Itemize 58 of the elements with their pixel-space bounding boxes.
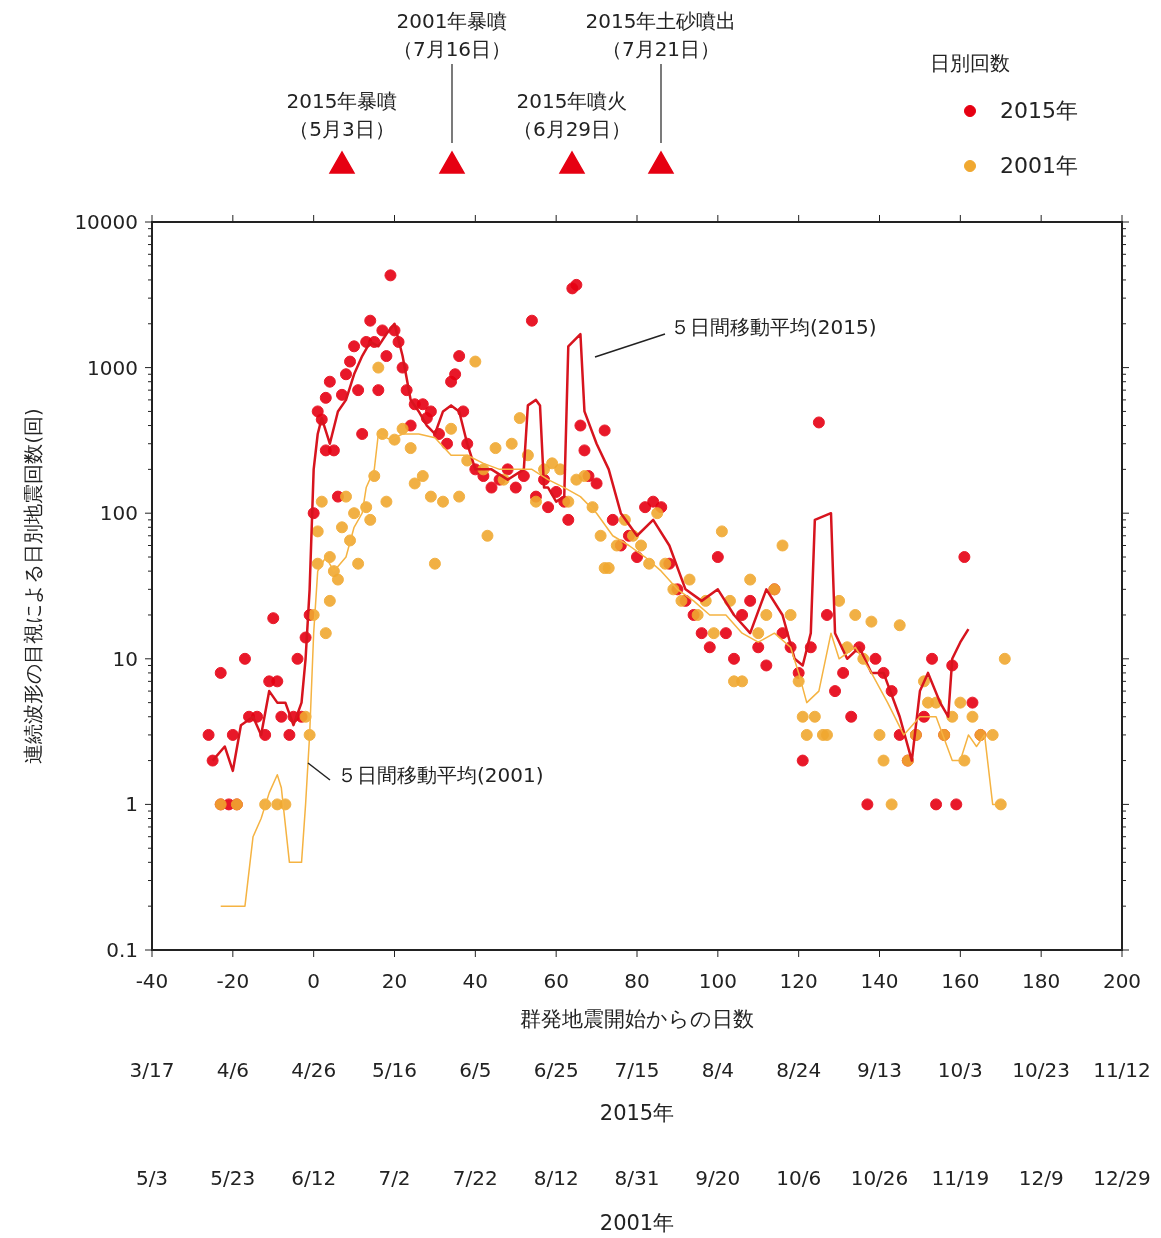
text: 10/3 [937,1058,983,1082]
x-tick-label: 140 [860,969,899,993]
x-tick-label: -40 [135,969,169,993]
text: 10/6 [776,1166,822,1190]
x-tick-label: 160 [941,969,980,993]
x-tick-label: -20 [216,969,250,993]
x-tick-label: 100 [698,969,737,993]
text: 9/13 [857,1058,902,1082]
text: 6/5 [459,1058,492,1082]
y-tick-label: 1 [125,792,138,817]
y-tick-label: 1000 [87,355,138,380]
x-tick-label: 20 [381,969,408,993]
text: 11/12 [1093,1058,1151,1082]
text: 8/4 [701,1058,734,1082]
text: 12/29 [1093,1166,1151,1190]
y-tick-label: 100 [99,501,138,526]
annotation: ５日間移動平均(2015) [670,315,877,339]
x-tick-label: 120 [779,969,818,993]
text: 2015年土砂噴出（7月21日） [585,9,737,61]
text: 8/31 [614,1166,660,1190]
legend-label: 2015年 [1000,98,1078,123]
text: 5/23 [210,1166,256,1190]
text: 3/17 [129,1058,175,1082]
text: 12/9 [1018,1166,1064,1190]
x-tick-label: 60 [543,969,569,993]
text: 8/24 [776,1058,822,1082]
y-axis-title: 連続波形の目視による日別地震回数(回) [21,408,45,764]
x-tick-label: 180 [1022,969,1061,993]
text: 6/25 [533,1058,579,1082]
y-tick-label: 10 [112,646,138,671]
x-tick-label: 40 [462,969,489,993]
x-tick-label: 0 [307,969,321,993]
text: 7/15 [614,1058,660,1082]
legend-title: 日別回数 [930,51,1010,75]
text: 2015年噴火（6月29日） [512,89,632,141]
text: 7/2 [378,1166,411,1190]
text: 4/6 [216,1058,249,1082]
x-tick-label: 80 [624,969,650,993]
text: 2001年暴噴（7月16日） [392,9,512,61]
text: 7/22 [452,1166,498,1190]
text: 11/19 [931,1166,990,1190]
text: 4/26 [291,1058,337,1082]
text: 5/16 [372,1058,417,1082]
text: 10/23 [1012,1058,1070,1082]
text: 2015年 [599,1101,675,1125]
text: 10/26 [850,1166,909,1190]
x-tick-label: 200 [1102,969,1142,993]
legend-label: 2001年 [1000,153,1078,178]
text: 2015年暴噴（5月3日） [286,89,398,141]
x-axis-title: 群発地震開始からの日数 [520,1007,754,1031]
text: 9/20 [695,1166,741,1190]
text: 2001年 [599,1211,675,1235]
text: 8/12 [533,1166,579,1190]
y-tick-label: 0.1 [106,938,138,962]
text: 5/3 [135,1166,169,1190]
annotation: ５日間移動平均(2001) [337,763,544,787]
text: 6/12 [291,1166,337,1190]
y-tick-label: 10000 [74,210,138,234]
